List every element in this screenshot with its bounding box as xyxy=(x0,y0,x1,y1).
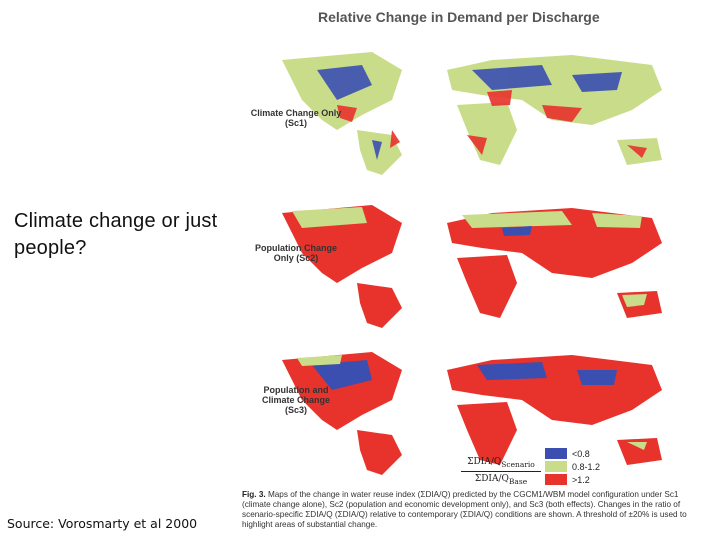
panel-label-sc1: Climate Change Only (Sc1) xyxy=(250,108,342,128)
legend-swatch-low xyxy=(545,448,567,459)
figure-title: Relative Change in Demand per Discharge xyxy=(318,9,600,25)
legend-swatch-mid xyxy=(545,461,567,472)
legend-formula: ΣDIA/QScenario ΣDIA/QBase xyxy=(461,457,541,486)
panel-label-sc2: Population Change Only (Sc2) xyxy=(255,243,337,263)
legend-swatch-high xyxy=(545,474,567,485)
figure: Relative Change in Demand per Discharge … xyxy=(236,0,706,540)
world-map-sc1 xyxy=(282,52,662,175)
africa-shape xyxy=(457,102,517,165)
world-map-sc3 xyxy=(282,352,662,475)
legend-item-high: >1.2 xyxy=(545,473,600,486)
slide-question: Climate change or just people? xyxy=(14,210,218,259)
legend-item-mid: 0.8-1.2 xyxy=(545,460,600,473)
world-map-sc2 xyxy=(282,205,662,328)
source-citation: Source: Vorosmarty et al 2000 xyxy=(7,516,198,531)
map-legend: ΣDIA/QScenario ΣDIA/QBase <0.8 0.8-1.2 >… xyxy=(461,447,661,487)
panel-label-sc3: Population and Climate Change (Sc3) xyxy=(261,385,330,415)
figure-caption: Fig. 3. Maps of the change in water reus… xyxy=(242,490,687,529)
legend-item-low: <0.8 xyxy=(545,447,600,460)
